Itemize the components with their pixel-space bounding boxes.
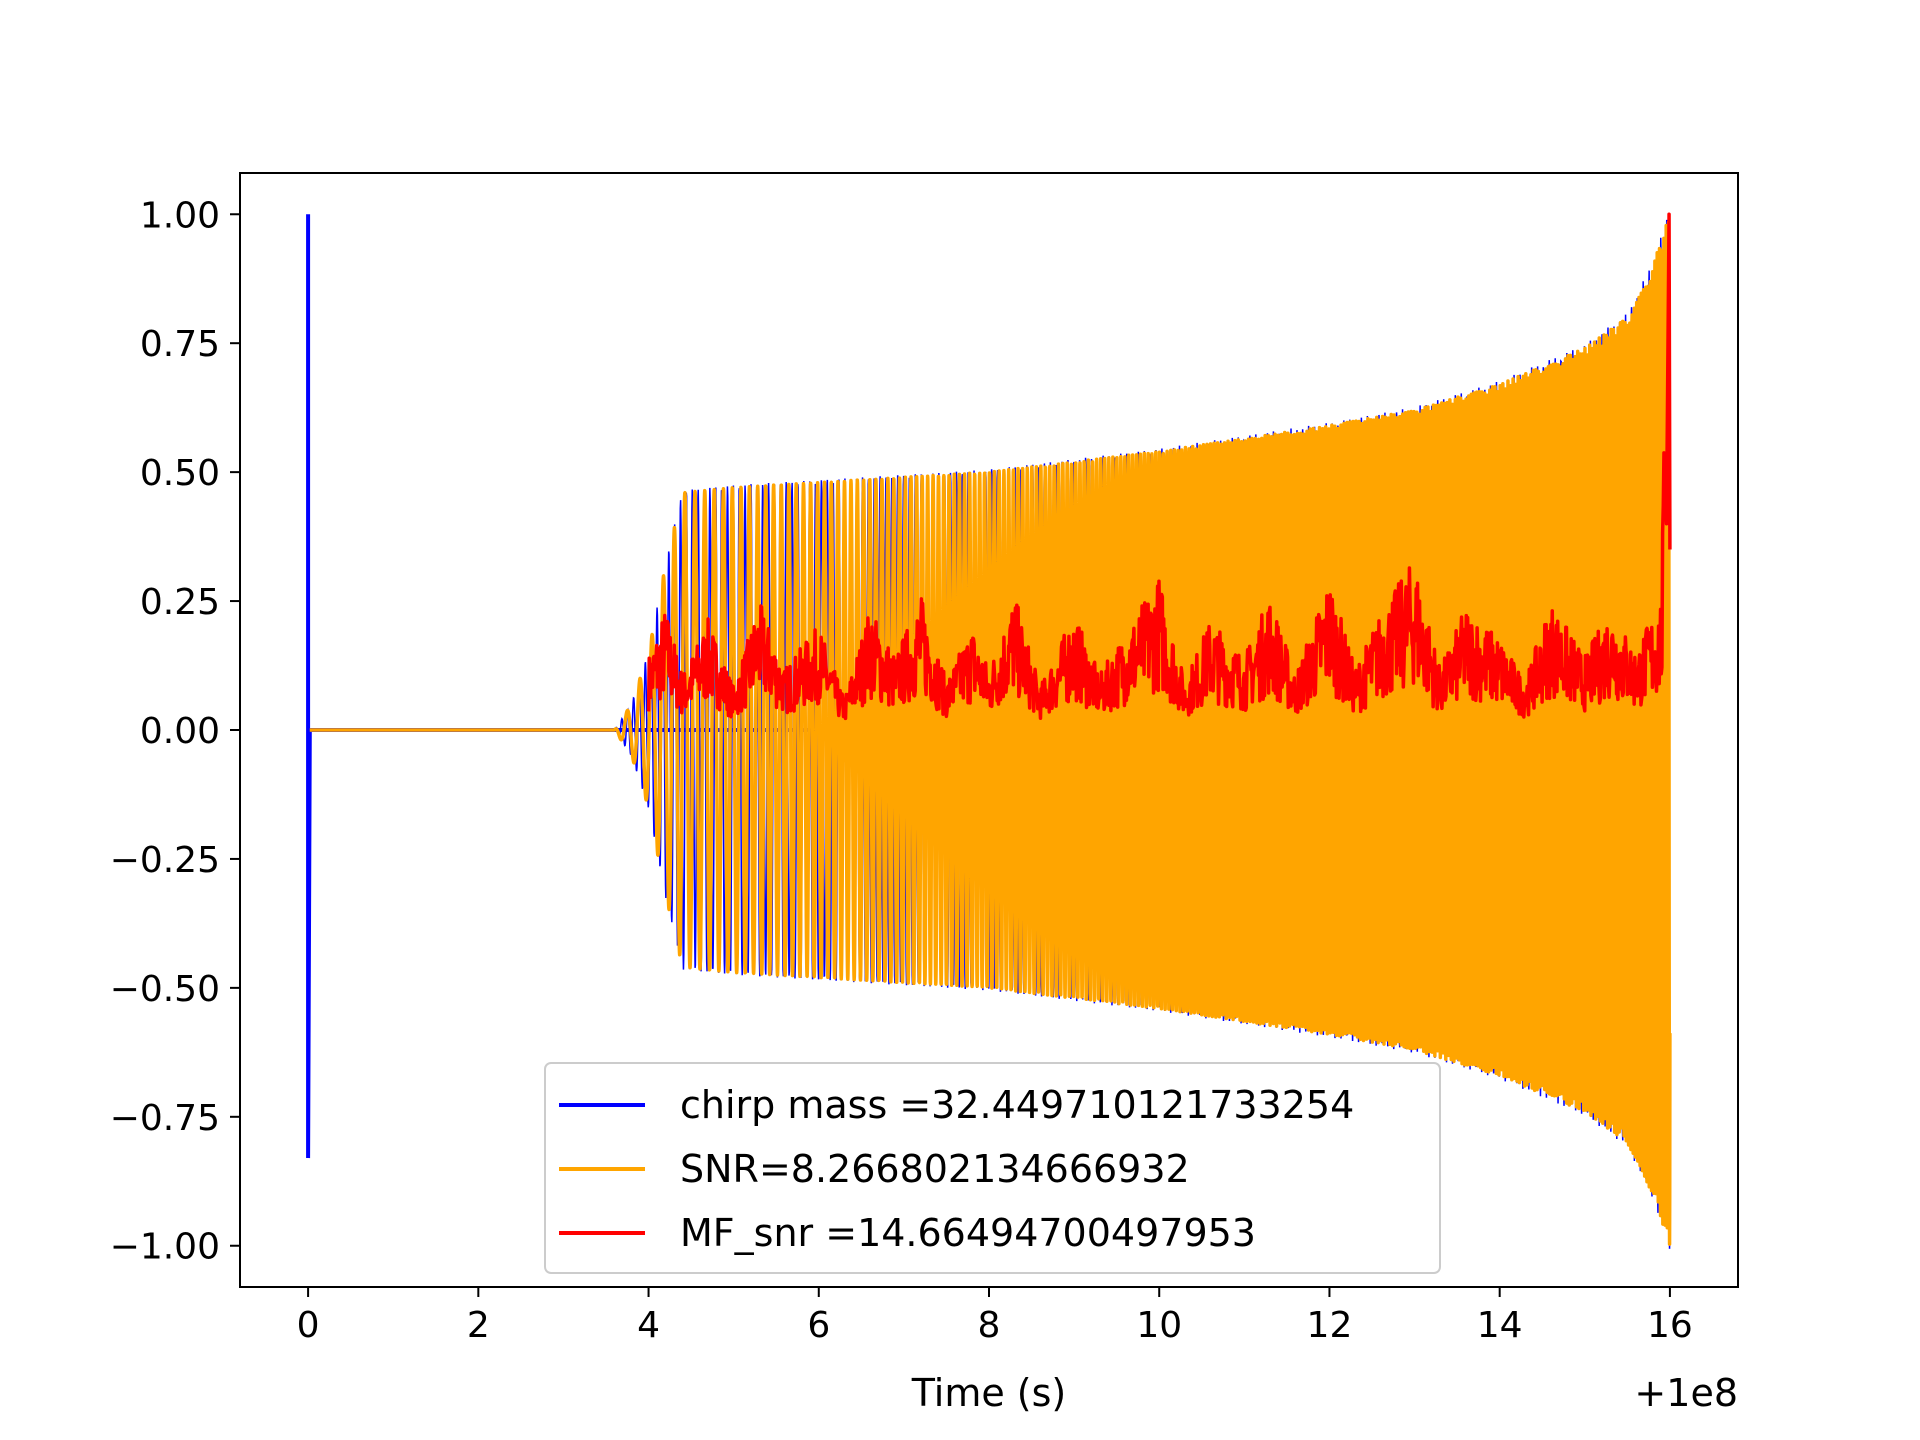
- x-tick-label: 14: [1477, 1305, 1523, 1346]
- y-tick-label: 0.00: [140, 711, 220, 752]
- series-mf-snr: [646, 212, 1672, 721]
- x-tick-label: 16: [1647, 1305, 1693, 1346]
- x-tick-label: 12: [1307, 1305, 1353, 1346]
- x-tick-label: 0: [297, 1305, 320, 1346]
- y-tick-label: −0.75: [110, 1098, 220, 1139]
- legend-entry-label: MF_snr =14.66494700497953: [680, 1211, 1256, 1255]
- y-tick-label: 0.25: [140, 582, 220, 623]
- legend-box: [544, 1062, 1441, 1274]
- legend: chirp mass =32.449710121733254 SNR=8.2668…: [544, 1062, 1441, 1274]
- series-snr: [309, 220, 1672, 1246]
- x-offset-label: +1e8: [1634, 1371, 1738, 1415]
- legend-entry-label: chirp mass =32.449710121733254: [680, 1083, 1354, 1127]
- x-tick-label: 2: [467, 1305, 490, 1346]
- x-axis: 0 2 4 6 8 10 12 14 16: [297, 1287, 1693, 1346]
- legend-entry-label: SNR=8.266802134666932: [680, 1147, 1190, 1191]
- series-layer: [306, 212, 1672, 1249]
- y-axis: 1.00 0.75 0.50 0.25 0.00 −0.25 −0.50 −0.75 −1.00: [110, 195, 240, 1268]
- x-tick-label: 6: [807, 1305, 830, 1346]
- y-tick-label: −1.00: [110, 1227, 220, 1268]
- y-tick-label: 0.50: [140, 453, 220, 494]
- y-tick-label: 0.75: [140, 324, 220, 365]
- x-axis-label: Time (s): [911, 1371, 1067, 1415]
- x-tick-label: 8: [978, 1305, 1001, 1346]
- y-tick-label: −0.50: [110, 969, 220, 1010]
- y-tick-label: 1.00: [140, 195, 220, 236]
- x-tick-label: 10: [1136, 1305, 1182, 1346]
- y-tick-label: −0.25: [110, 840, 220, 881]
- x-tick-label: 4: [637, 1305, 660, 1346]
